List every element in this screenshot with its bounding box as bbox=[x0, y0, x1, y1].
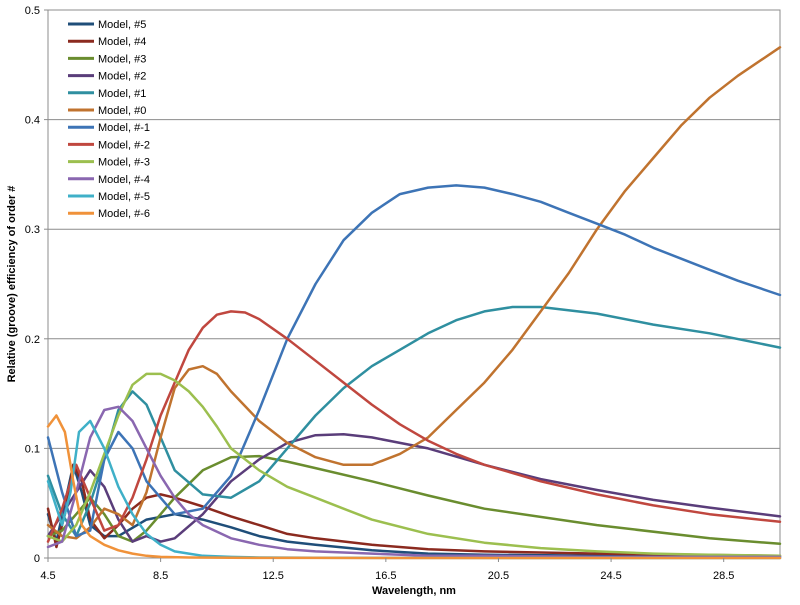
legend-label: Model, #-3 bbox=[98, 157, 150, 169]
y-tick-label: 0.2 bbox=[25, 334, 40, 346]
x-tick-label: 20.5 bbox=[488, 570, 509, 582]
plot-area-border bbox=[47, 9, 781, 559]
series-line-10 bbox=[46, 419, 782, 560]
legend-label: Model, #3 bbox=[98, 53, 146, 65]
x-tick-label: 4.5 bbox=[40, 570, 55, 582]
x-tick-label: 8.5 bbox=[153, 570, 168, 582]
legend: Model, #5 Model, #4 Model, #3 Model, #2 Mode… bbox=[68, 19, 150, 220]
legend-label: Model, #-6 bbox=[98, 208, 150, 220]
y-tick-label: 0.1 bbox=[25, 443, 40, 455]
series-line-6 bbox=[46, 184, 782, 538]
legend-label: Model, #-2 bbox=[98, 139, 150, 151]
y-tick-label: 0.3 bbox=[25, 224, 40, 236]
series-line-7 bbox=[46, 310, 782, 543]
legend-label: Model, #2 bbox=[98, 71, 146, 83]
y-axis-ticks: 0 0.1 0.2 0.3 0.4 0.5 bbox=[25, 5, 48, 565]
legend-label: Model, #1 bbox=[98, 88, 146, 100]
series-lines bbox=[46, 46, 782, 560]
x-axis-label: Wavelength, nm bbox=[372, 585, 456, 597]
gridlines bbox=[48, 119, 780, 449]
legend-label: Model, #4 bbox=[98, 36, 146, 48]
x-axis-ticks: 4.5 8.5 12.5 16.5 20.5 24.5 28.5 bbox=[40, 558, 734, 582]
legend-label: Model, #-5 bbox=[98, 191, 150, 203]
legend-label: Model, #0 bbox=[98, 105, 146, 117]
legend-label: Model, #-1 bbox=[98, 122, 150, 134]
x-tick-label: 28.5 bbox=[713, 570, 734, 582]
y-tick-label: 0.4 bbox=[25, 115, 40, 127]
legend-label: Model, #5 bbox=[98, 19, 146, 31]
series-line-3 bbox=[46, 432, 782, 543]
y-tick-label: 0 bbox=[34, 553, 40, 565]
series-line-1 bbox=[46, 463, 782, 558]
x-tick-label: 12.5 bbox=[263, 570, 284, 582]
y-tick-label: 0.5 bbox=[25, 5, 40, 17]
x-tick-label: 16.5 bbox=[375, 570, 396, 582]
series-line-11 bbox=[46, 414, 782, 560]
series-line-5 bbox=[46, 46, 782, 540]
y-axis-label: Relative (groove) efficiency of order # bbox=[6, 186, 18, 383]
x-tick-label: 24.5 bbox=[600, 570, 621, 582]
series-line-8 bbox=[46, 372, 782, 558]
legend-label: Model, #-4 bbox=[98, 174, 150, 186]
